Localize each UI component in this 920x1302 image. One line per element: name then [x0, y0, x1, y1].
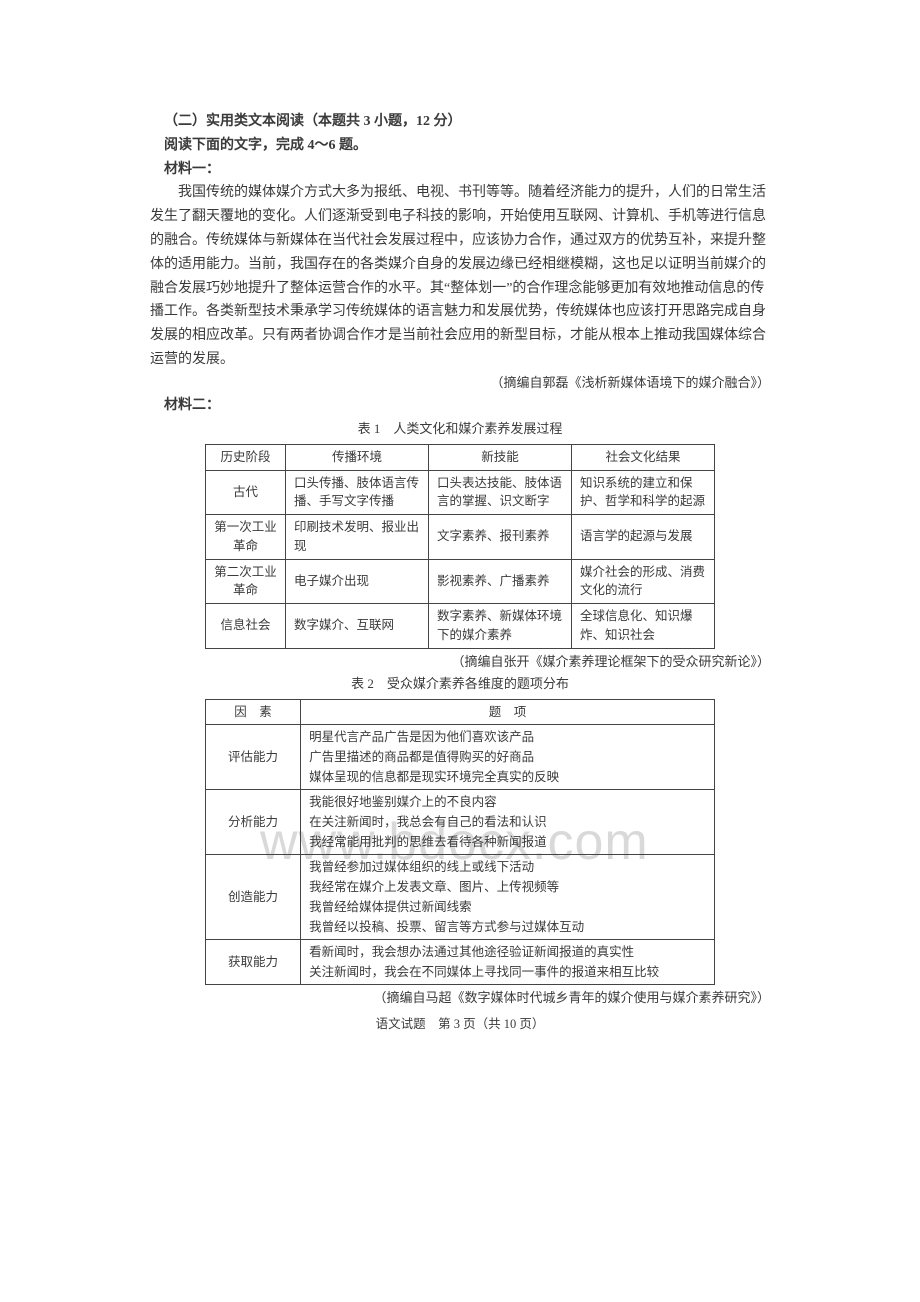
material-1-label: 材料一：: [150, 158, 770, 182]
table-1-caption: 表 1 人类文化和媒介素养发展过程: [150, 418, 770, 440]
table-2-citation: （摘编自马超《数字媒体时代城乡青年的媒介使用与媒介素养研究》）: [150, 987, 770, 1009]
table-cell: 获取能力: [206, 940, 301, 985]
material-1-citation: （摘编自郭磊《浅析新媒体语境下的媒介融合》）: [150, 372, 770, 394]
table-row: 第一次工业革命 印刷技术发明、报业出现 文字素养、报刊素养 语言学的起源与发展: [206, 515, 715, 560]
table-2: 因 素 题 项 评估能力 明星代言产品广告是因为他们喜欢该产品 广告里描述的商品…: [205, 699, 715, 986]
table-cell: 全球信息化、知识爆炸、知识社会: [571, 604, 714, 649]
list-item: 我曾经给媒体提供过新闻线索: [309, 897, 706, 917]
table-header: 题 项: [301, 699, 715, 725]
table-cell: 第二次工业革命: [206, 559, 286, 604]
table-cell: 文字素养、报刊素养: [428, 515, 571, 560]
table-header: 新技能: [428, 444, 571, 470]
page: www.bdocx.com （二）实用类文本阅读（本题共 3 小题，12 分） …: [0, 0, 920, 1302]
table-cell: 媒介社会的形成、消费文化的流行: [571, 559, 714, 604]
table-row: 评估能力 明星代言产品广告是因为他们喜欢该产品 广告里描述的商品都是值得购买的好…: [206, 725, 715, 790]
list-item: 我经常在媒介上发表文章、图片、上传视频等: [309, 877, 706, 897]
reading-instruction: 阅读下面的文字，完成 4～6 题。: [150, 134, 770, 158]
table-cell: 印刷技术发明、报业出现: [286, 515, 429, 560]
list-item: 媒体呈现的信息都是现实环境完全真实的反映: [309, 767, 706, 787]
list-item: 明星代言产品广告是因为他们喜欢该产品: [309, 727, 706, 747]
material-1-body: 我国传统的媒体媒介方式大多为报纸、电视、书刊等等。随着经济能力的提升，人们的日常…: [150, 181, 770, 371]
table-row: 因 素 题 项: [206, 699, 715, 725]
table-cell: 知识系统的建立和保护、哲学和科学的起源: [571, 470, 714, 515]
list-item: 看新闻时，我会想办法通过其他途径验证新闻报道的真实性: [309, 942, 706, 962]
list-item: 在关注新闻时，我总会有自己的看法和认识: [309, 812, 706, 832]
table-row: 历史阶段 传播环境 新技能 社会文化结果: [206, 444, 715, 470]
list-item: 广告里描述的商品都是值得购买的好商品: [309, 747, 706, 767]
table-cell: 评估能力: [206, 725, 301, 790]
table-row: 信息社会 数字媒介、互联网 数字素养、新媒体环境下的媒介素养 全球信息化、知识爆…: [206, 604, 715, 649]
list-item: 我曾经参加过媒体组织的线上或线下活动: [309, 857, 706, 877]
table-cell: 信息社会: [206, 604, 286, 649]
page-footer: 语文试题 第 3 页（共 10 页）: [150, 1014, 770, 1035]
material-2-label: 材料二：: [150, 394, 770, 418]
table-row: 创造能力 我曾经参加过媒体组织的线上或线下活动 我经常在媒介上发表文章、图片、上…: [206, 855, 715, 940]
table-cell: 第一次工业革命: [206, 515, 286, 560]
table-cell: 口头传播、肢体语言传播、手写文字传播: [286, 470, 429, 515]
table-cell: 数字媒介、互联网: [286, 604, 429, 649]
table-1: 历史阶段 传播环境 新技能 社会文化结果 古代 口头传播、肢体语言传播、手写文字…: [205, 444, 715, 649]
table-cell: 影视素养、广播素养: [428, 559, 571, 604]
list-item: 我曾经以投稿、投票、留言等方式参与过媒体互动: [309, 917, 706, 937]
table-row: 获取能力 看新闻时，我会想办法通过其他途径验证新闻报道的真实性 关注新闻时，我会…: [206, 940, 715, 985]
table-cell: 电子媒介出现: [286, 559, 429, 604]
table-row: 分析能力 我能很好地鉴别媒介上的不良内容 在关注新闻时，我总会有自己的看法和认识…: [206, 790, 715, 855]
list-item: 关注新闻时，我会在不同媒体上寻找同一事件的报道来相互比较: [309, 962, 706, 982]
table-cell: 看新闻时，我会想办法通过其他途径验证新闻报道的真实性 关注新闻时，我会在不同媒体…: [301, 940, 715, 985]
table-header: 因 素: [206, 699, 301, 725]
section-heading: （二）实用类文本阅读（本题共 3 小题，12 分）: [150, 110, 770, 134]
table-cell: 我曾经参加过媒体组织的线上或线下活动 我经常在媒介上发表文章、图片、上传视频等 …: [301, 855, 715, 940]
table-cell: 我能很好地鉴别媒介上的不良内容 在关注新闻时，我总会有自己的看法和认识 我经常能…: [301, 790, 715, 855]
table-cell: 古代: [206, 470, 286, 515]
table-header: 历史阶段: [206, 444, 286, 470]
table-2-caption: 表 2 受众媒介素养各维度的题项分布: [150, 673, 770, 695]
table-cell: 分析能力: [206, 790, 301, 855]
list-item: 我经常能用批判的思维去看待各种新闻报道: [309, 832, 706, 852]
table-cell: 语言学的起源与发展: [571, 515, 714, 560]
table-row: 第二次工业革命 电子媒介出现 影视素养、广播素养 媒介社会的形成、消费文化的流行: [206, 559, 715, 604]
table-cell: 创造能力: [206, 855, 301, 940]
table-header: 社会文化结果: [571, 444, 714, 470]
table-1-citation: （摘编自张开《媒介素养理论框架下的受众研究新论》）: [150, 651, 770, 673]
table-row: 古代 口头传播、肢体语言传播、手写文字传播 口头表达技能、肢体语言的掌握、识文断…: [206, 470, 715, 515]
table-header: 传播环境: [286, 444, 429, 470]
table-cell: 数字素养、新媒体环境下的媒介素养: [428, 604, 571, 649]
list-item: 我能很好地鉴别媒介上的不良内容: [309, 792, 706, 812]
table-cell: 口头表达技能、肢体语言的掌握、识文断字: [428, 470, 571, 515]
table-cell: 明星代言产品广告是因为他们喜欢该产品 广告里描述的商品都是值得购买的好商品 媒体…: [301, 725, 715, 790]
document-body: （二）实用类文本阅读（本题共 3 小题，12 分） 阅读下面的文字，完成 4～6…: [150, 110, 770, 1035]
